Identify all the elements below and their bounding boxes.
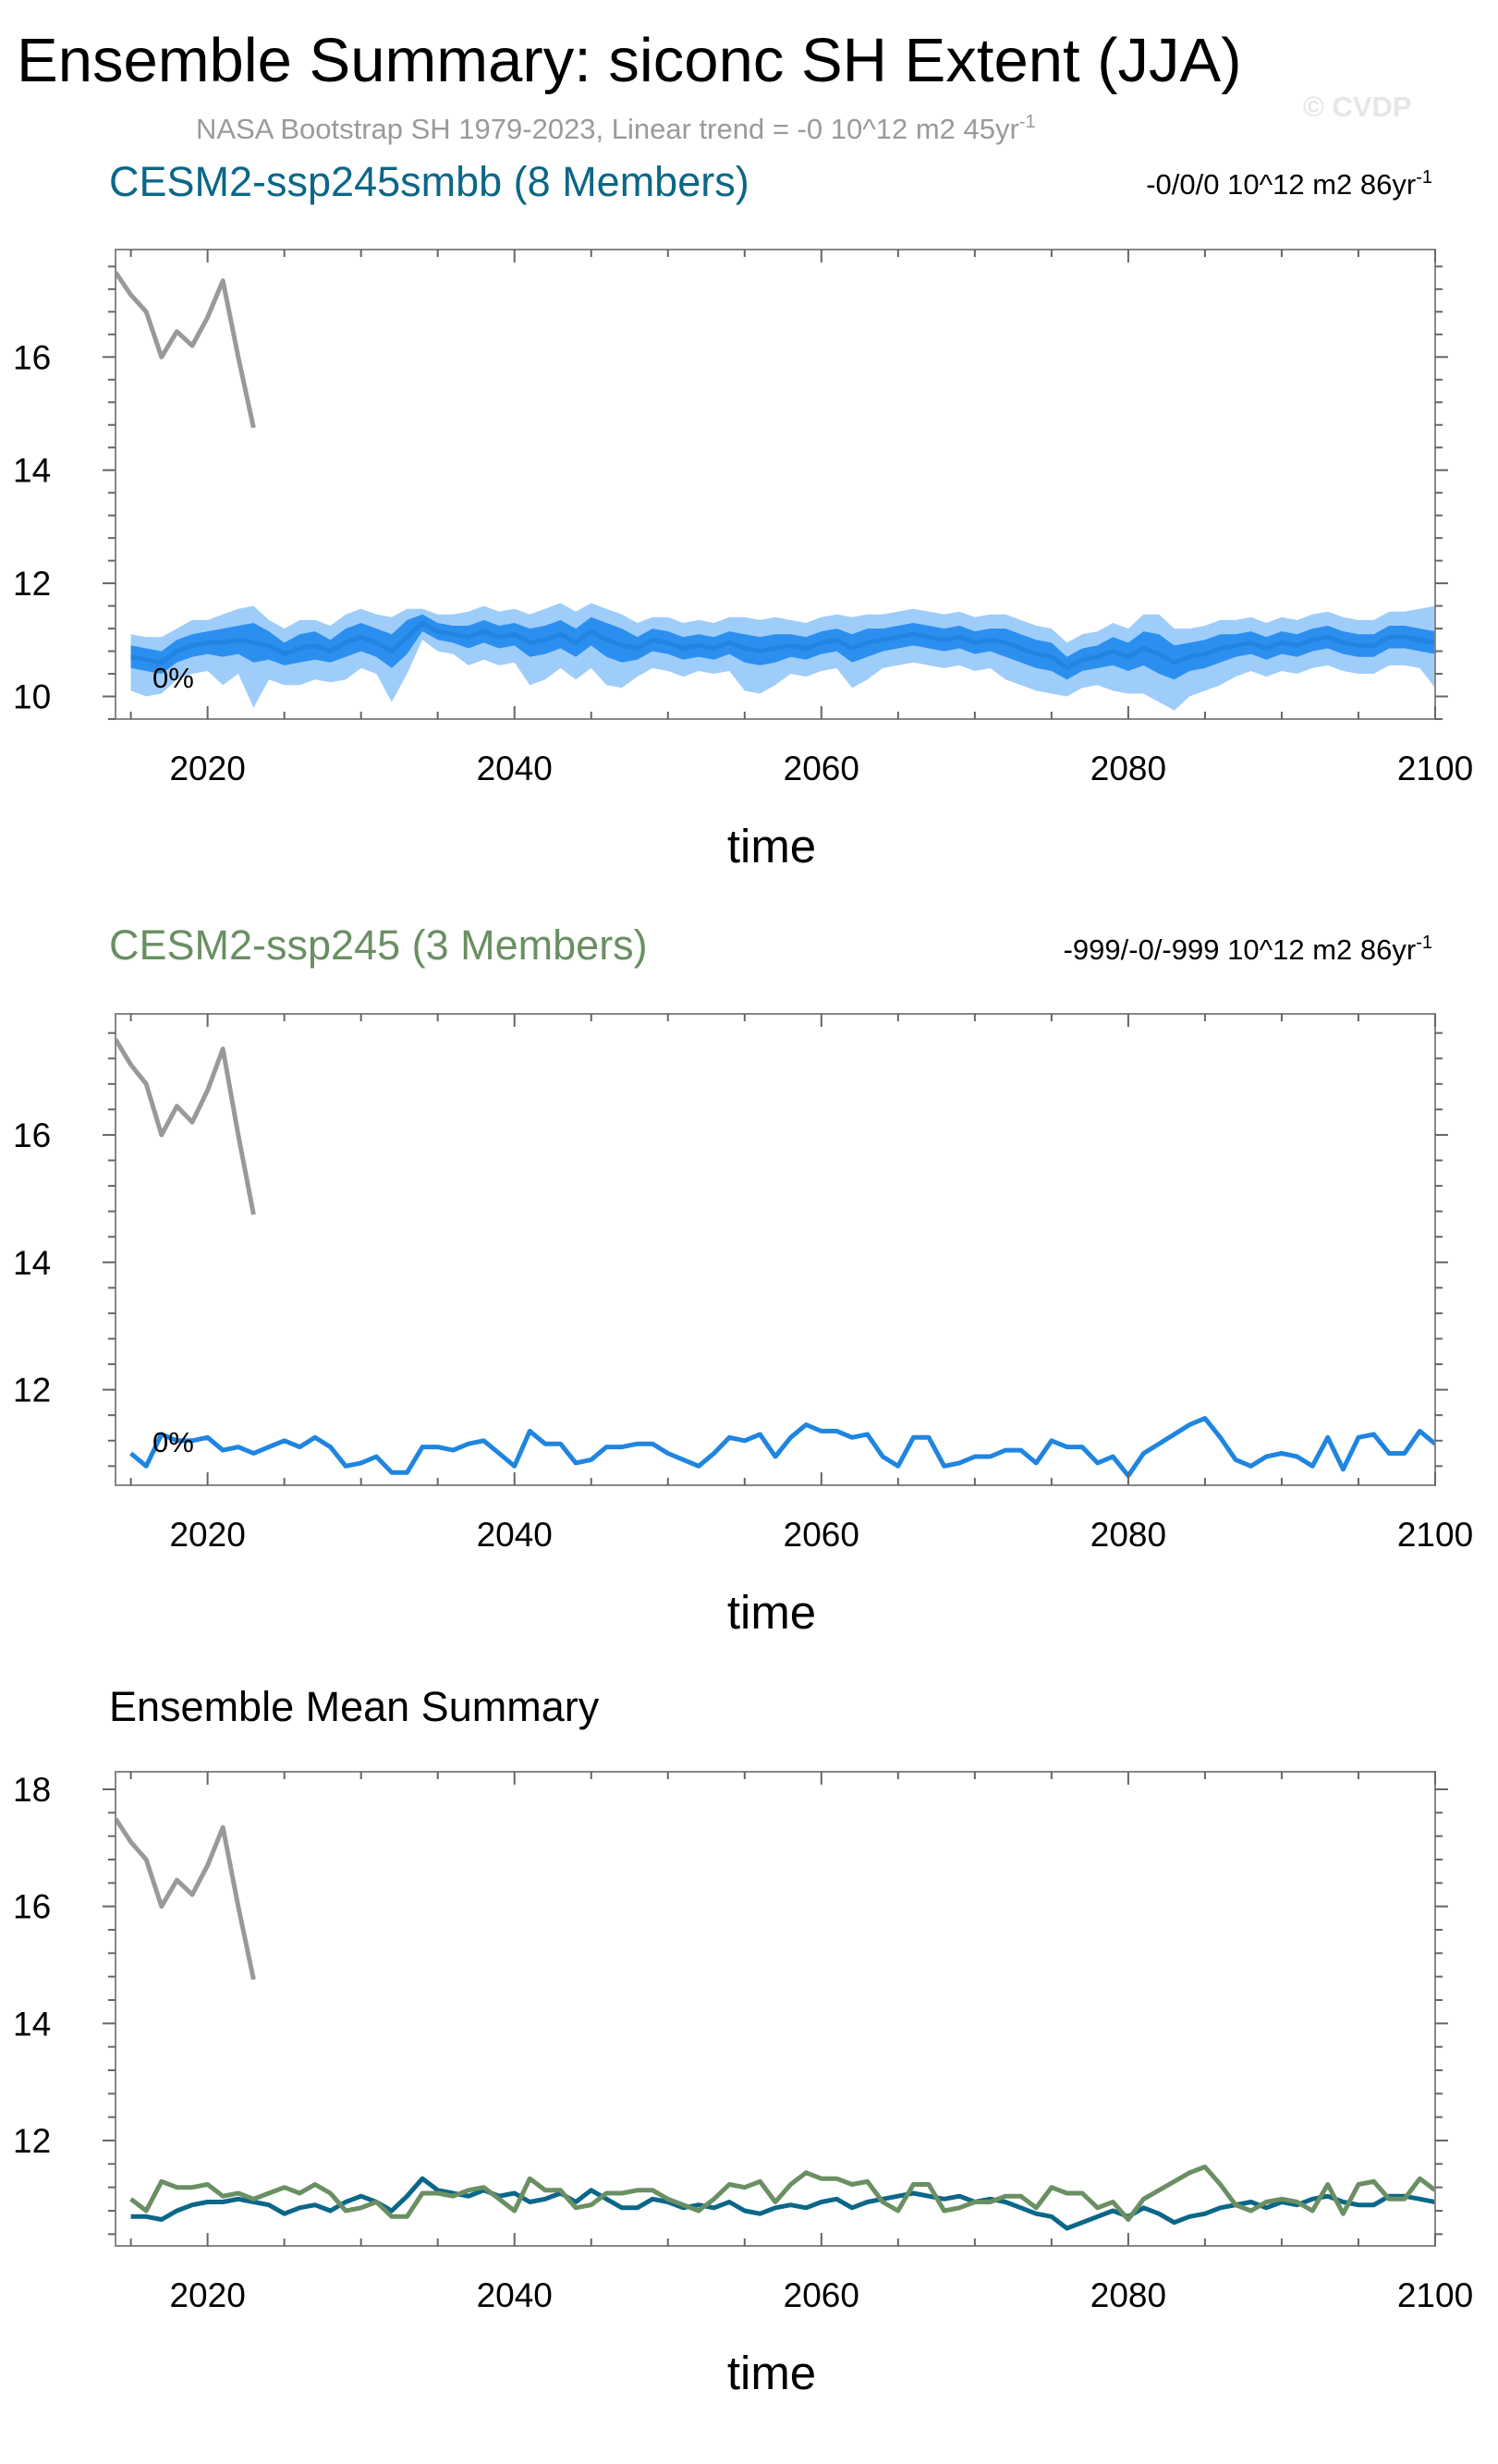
x-tick-label: 2020 xyxy=(169,750,245,787)
series-line-1 xyxy=(130,2176,1435,2231)
percent-annotation: 0% xyxy=(152,662,194,694)
y-tick-label: 14 xyxy=(13,2005,51,2043)
x-tick-label: 2080 xyxy=(1090,2276,1166,2314)
observations-line xyxy=(116,1038,256,1215)
percent-annotation: 0% xyxy=(152,1426,194,1458)
subtitle-sup: -1 xyxy=(1019,112,1036,132)
x-tick-label: 2020 xyxy=(169,2276,245,2314)
trend-text: -0/0/0 10^12 m2 86yr xyxy=(1146,168,1416,201)
y-tick-label: 12 xyxy=(13,1372,51,1409)
panel-title: Ensemble Mean Summary xyxy=(109,1683,600,1730)
series-line-2 xyxy=(129,2165,1435,2222)
y-tick-label: 16 xyxy=(13,1888,51,1926)
ensemble-mean-line xyxy=(130,620,1435,671)
y-tick-label: 16 xyxy=(13,338,51,376)
x-tick-label: 2100 xyxy=(1397,1516,1473,1554)
plot-frame xyxy=(115,249,1436,720)
observations-line xyxy=(116,271,256,429)
plot-frame xyxy=(115,1013,1436,1486)
x-tick-label: 2100 xyxy=(1397,2276,1473,2314)
x-tick-label: 2100 xyxy=(1397,750,1473,787)
x-tick-label: 2060 xyxy=(784,750,859,787)
y-tick-label: 14 xyxy=(13,452,51,490)
y-tick-label: 16 xyxy=(13,1116,51,1154)
x-tick-label: 2060 xyxy=(784,2276,859,2314)
y-tick-label: 12 xyxy=(13,2122,51,2160)
x-tick-label: 2060 xyxy=(784,1516,859,1554)
x-tick-label: 2080 xyxy=(1090,1516,1166,1554)
plot-area xyxy=(116,271,1435,711)
panel-title: CESM2-ssp245 (3 Members) xyxy=(109,921,648,969)
panel-ensemble-smbb: CESM2-ssp245smbb (8 Members) -0/0/0 10^12… xyxy=(13,158,1473,872)
plot-frame xyxy=(115,1771,1436,2247)
y-tick-label: 14 xyxy=(13,1244,51,1282)
x-axis-label: time xyxy=(727,1586,816,1639)
panel-title: CESM2-ssp245smbb (8 Members) xyxy=(109,158,749,205)
x-axis-label: time xyxy=(727,820,816,872)
figure-title: Ensemble Summary: siconc SH Extent (JJA) xyxy=(17,26,1242,95)
trend-label: -999/-0/-999 10^12 m2 86yr-1 xyxy=(1064,933,1432,966)
panel-ensemble-ssp245: CESM2-ssp245 (3 Members) -999/-0/-999 10^… xyxy=(13,921,1473,1639)
trend-sup: -1 xyxy=(1416,933,1432,953)
plot-area xyxy=(116,1817,1435,2231)
trend-text: -999/-0/-999 10^12 m2 86yr xyxy=(1064,933,1417,966)
x-tick-label: 2080 xyxy=(1090,750,1166,787)
y-tick-label: 10 xyxy=(13,678,51,716)
figure-subtitle: NASA Bootstrap SH 1979-2023, Linear tren… xyxy=(196,112,1036,145)
plot-area xyxy=(116,1038,1435,1479)
y-tick-label: 18 xyxy=(13,1771,51,1809)
panel-ensemble-mean-summary: Ensemble Mean Summary 2020 2040 2060 2080 210… xyxy=(13,1683,1473,2399)
y-tick-label: 12 xyxy=(13,565,51,603)
member-mean-line xyxy=(129,1416,1435,1479)
trend-label: -0/0/0 10^12 m2 86yr-1 xyxy=(1146,167,1432,201)
observations-line xyxy=(116,1817,256,1981)
x-axis-label: time xyxy=(727,2347,816,2399)
x-tick-label: 2040 xyxy=(477,2276,553,2314)
x-tick-label: 2040 xyxy=(477,1516,553,1554)
subtitle-text: NASA Bootstrap SH 1979-2023, Linear tren… xyxy=(196,113,1019,145)
x-tick-label: 2020 xyxy=(169,1516,245,1554)
trend-sup: -1 xyxy=(1416,167,1432,188)
cvdp-watermark: © CVDP xyxy=(1303,91,1412,123)
x-tick-label: 2040 xyxy=(477,750,553,787)
